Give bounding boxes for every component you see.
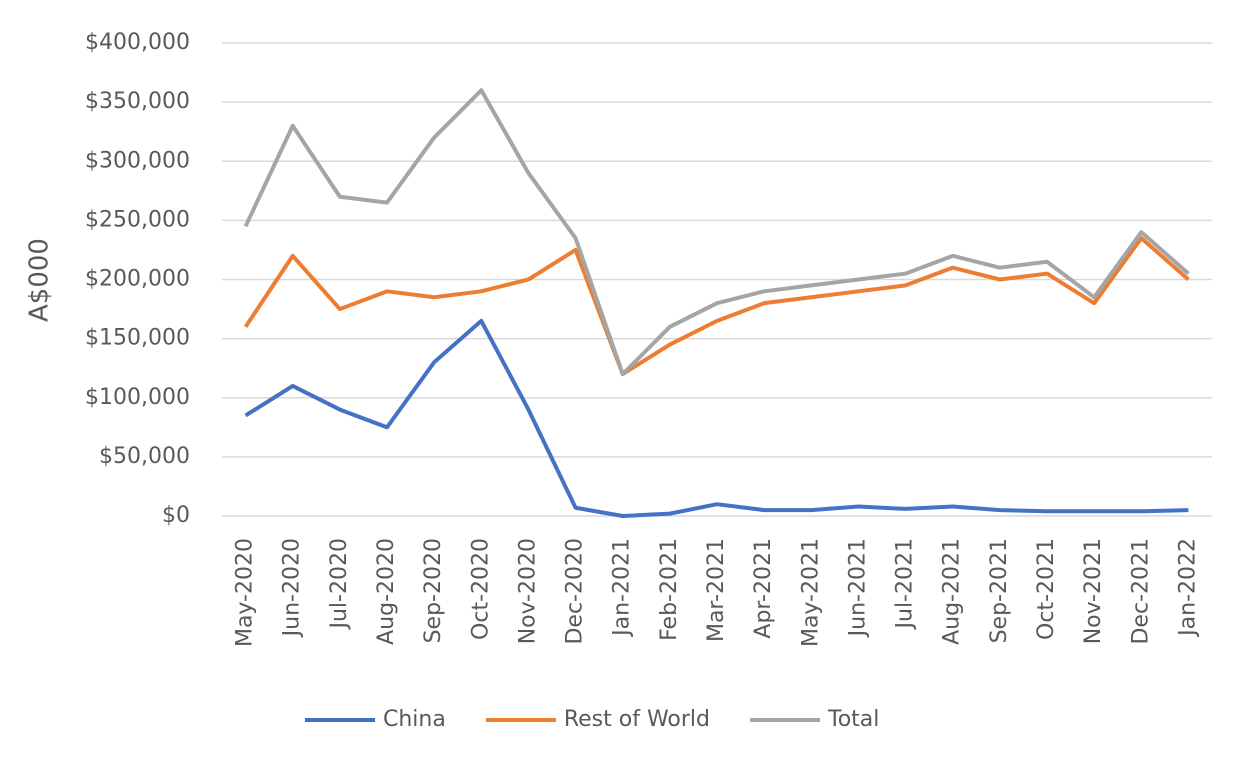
x-tick-label: Mar-2021 [704,538,729,642]
series-line [243,236,1190,377]
series-line [243,88,1190,377]
series-line [244,318,1189,518]
legend-label: China [383,707,446,732]
legend-label: Total [827,707,879,732]
y-tick-label: $0 [162,503,190,528]
x-tick-label: Aug-2020 [374,538,399,645]
y-tick-label: $100,000 [85,385,190,410]
x-tick-label: Jun-2021 [845,538,870,638]
x-tick-label: Dec-2021 [1128,538,1153,645]
y-tick-label: $350,000 [85,89,190,114]
x-tick-label: Feb-2021 [657,538,682,641]
y-axis-title: A$000 [25,238,55,322]
x-tick-label: Jul-2020 [327,538,352,630]
y-tick-label: $150,000 [85,326,190,351]
x-tick-label: Dec-2020 [563,538,588,645]
x-tick-label: May-2020 [233,538,258,647]
legend-label: Rest of World [564,707,710,732]
x-tick-label: Oct-2021 [1034,538,1059,640]
x-tick-label: Nov-2020 [515,538,540,644]
x-tick-label: Aug-2021 [940,538,965,645]
x-tick-label: Sep-2021 [987,538,1012,643]
y-tick-label: $200,000 [85,267,190,292]
y-tick-label: $250,000 [85,207,190,232]
x-tick-label: Jul-2021 [893,538,918,630]
x-tick-label: Jun-2020 [280,538,305,638]
x-tick-label: May-2021 [798,538,823,647]
y-tick-label: $400,000 [85,30,190,55]
x-tick-label: Nov-2021 [1081,538,1106,644]
x-tick-label: Oct-2020 [468,538,493,640]
x-tick-label: Sep-2020 [421,538,446,643]
x-tick-label: Jan-2021 [610,538,635,638]
y-tick-label: $300,000 [85,148,190,173]
x-tick-label: Apr-2021 [751,538,776,639]
x-tick-label: Jan-2022 [1175,538,1200,638]
y-tick-label: $50,000 [99,444,190,469]
